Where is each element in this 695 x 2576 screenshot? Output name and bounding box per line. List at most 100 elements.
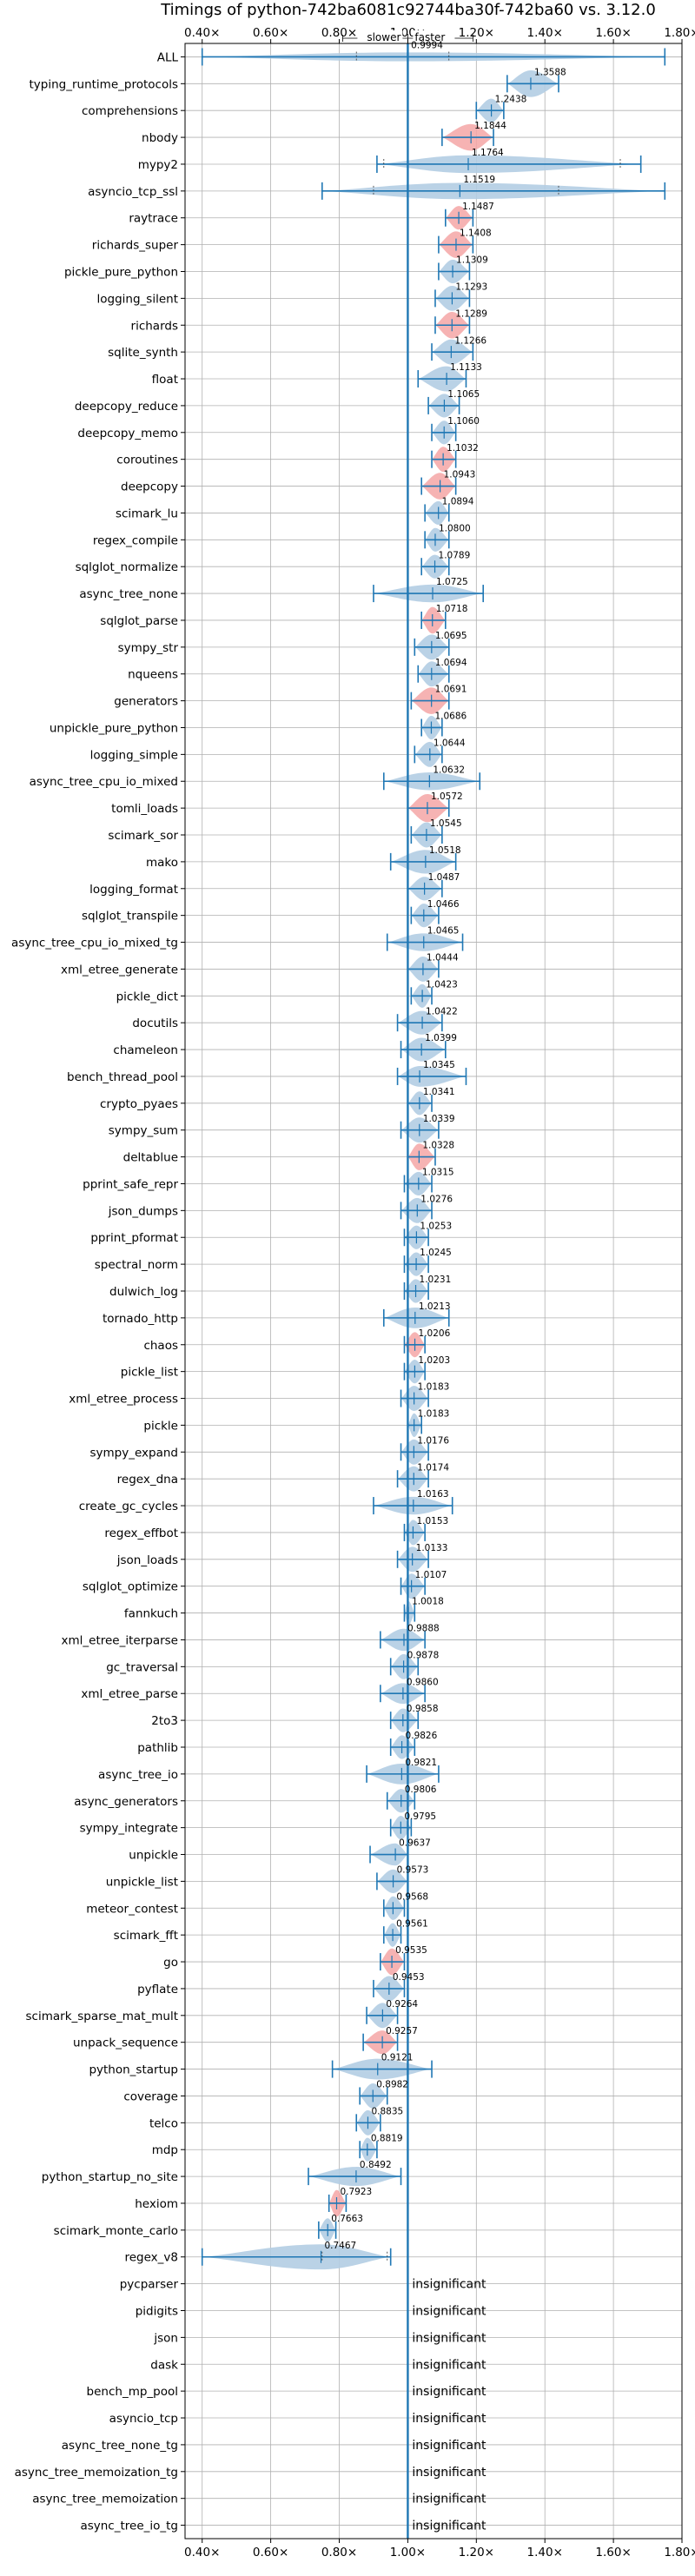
category-label: mdp [152,2143,178,2157]
benchmark-row [414,741,443,767]
benchmark-row [366,1763,440,1785]
benchmark-row [410,687,450,714]
value-label: 1.0253 [420,1221,452,1231]
category-label: pickle_list [121,1366,178,1380]
benchmark-row [382,1307,450,1328]
value-label: 0.9858 [407,1704,439,1714]
benchmark-row [420,554,450,579]
value-label: 0.9535 [395,1945,427,1956]
category-label: logging_simple [90,748,178,762]
category-label: sympy_expand [89,1446,178,1460]
category-label: sqlglot_normalize [76,560,178,574]
category-label: raytrace [129,212,178,226]
value-label: 1.0245 [420,1248,452,1258]
category-label: asyncio_tcp [109,2412,178,2426]
benchmark-row [376,155,642,174]
benchmark-row [373,584,485,603]
value-label: 1.0686 [434,712,467,722]
direction-label-slower: slower [367,31,400,43]
value-label: 0.7467 [324,2241,356,2251]
x-tick-label-top: 0.80× [321,26,357,40]
category-label: pycparser [120,2278,179,2292]
category-label: richards [131,319,178,333]
benchmark-row [201,2244,392,2270]
value-label: 0.7663 [331,2214,363,2224]
benchmark-row [396,1546,429,1573]
x-tick-label-bottom: 1.80× [664,2546,695,2559]
benchmark-row [389,1816,413,1840]
insignificant-label: insignificant [412,2331,486,2345]
category-label: spectral_norm [95,1258,178,1272]
benchmark-row [434,311,471,339]
value-label: 1.0894 [442,497,474,507]
value-label: 1.1065 [447,389,480,400]
benchmark-row [359,2083,388,2109]
value-label: 1.0328 [422,1141,454,1151]
category-label: sqlglot_optimize [83,1580,178,1594]
value-label: 1.0423 [426,979,458,990]
category-label: async_tree_none_tg [62,2439,178,2453]
value-label: 1.0644 [434,738,466,748]
category-label: chaos [143,1339,178,1353]
benchmark-row [410,983,433,1008]
benchmark-row [475,98,505,123]
category-label: async_tree_cpu_io_mixed_tg [11,937,178,950]
benchmark-row [410,904,440,928]
value-label: 1.0315 [422,1168,454,1178]
value-label: 1.0231 [420,1275,452,1285]
x-tick-label-bottom: 1.00× [390,2546,426,2559]
category-label: bench_thread_pool [67,1070,178,1084]
category-label: gc_traversal [106,1660,178,1674]
benchmark-row [386,933,464,951]
category-label: tomli_loads [111,802,178,816]
value-label: 0.8982 [376,2080,408,2090]
category-label: json_loads [116,1553,178,1567]
benchmark-row [441,123,494,151]
value-label: 0.9878 [407,1650,440,1660]
value-label: 1.0163 [417,1489,449,1500]
value-label: 0.9257 [386,2026,418,2036]
category-label: scimark_sparse_mat_mult [26,2010,178,2023]
value-label: 0.9994 [411,41,443,51]
category-label: async_tree_io_tg [80,2520,178,2533]
value-label: 0.8492 [360,2160,392,2170]
category-label: sympy_sum [109,1124,178,1138]
benchmark-row [201,48,666,66]
value-label: 1.1309 [456,255,488,266]
category-label: richards_super [92,239,179,253]
label-layer: 0.9994 1.3588 1.2438 1.1844 1.1764 1.1519 1.14… [324,41,566,2533]
category-label: hexiom [135,2197,178,2211]
direction-label-bg [413,30,455,42]
category-label: python_startup [89,2063,178,2077]
value-label: 1.0107 [415,1570,447,1580]
category-label: regex_v8 [124,2251,178,2265]
category-label: generators [114,695,178,709]
benchmark-row [445,206,474,230]
category-label: create_gc_cycles [79,1500,178,1513]
category-label: logging_format [89,883,178,897]
category-label: fannkuch [124,1607,178,1621]
benchmark-row [403,1252,429,1276]
x-tick-label-bottom: 1.60× [595,2546,631,2559]
category-label: regex_compile [93,533,178,547]
category-label: xml_etree_process [69,1393,178,1407]
axis-layer: 0.40×0.40×0.60×0.60×0.80×0.80×1.00×1.00×… [11,26,695,2559]
value-label: 1.0572 [431,791,463,802]
value-label: 1.0176 [417,1435,449,1446]
insignificant-label: insignificant [412,2385,486,2399]
value-label: 1.0518 [429,845,461,856]
benchmark-row [382,772,481,791]
value-label: 0.8819 [371,2133,403,2143]
category-label: async_tree_memoization_tg [15,2466,178,2480]
value-label: 1.1519 [463,175,495,185]
benchmark-row [366,2003,399,2029]
category-label: unpickle_list [106,1875,178,1889]
benchmark-row [389,1653,420,1679]
insignificant-label: insignificant [412,2520,486,2533]
category-label: asyncio_tcp_ssl [88,185,178,199]
benchmark-row [438,231,474,258]
value-label: 1.1293 [455,281,487,292]
category-label: pickle_dict [116,990,178,1003]
category-label: docutils [132,1016,178,1030]
value-label: 0.8835 [371,2106,403,2116]
